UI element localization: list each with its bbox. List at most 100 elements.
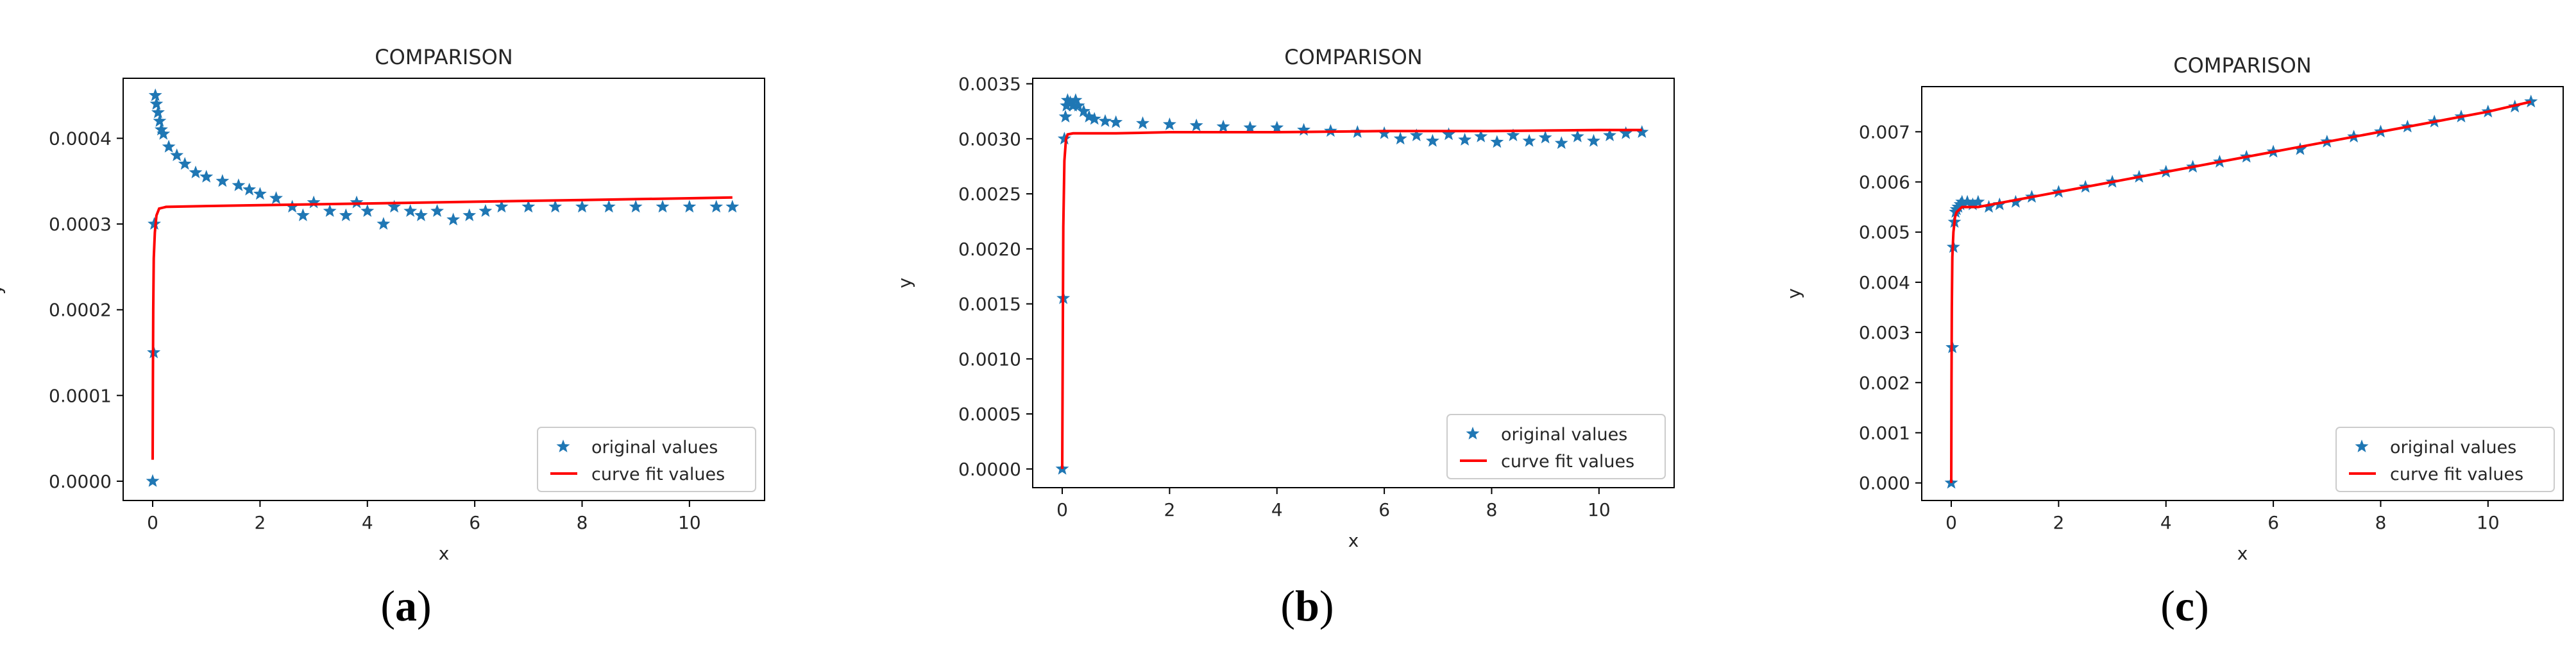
data-point-star (1393, 132, 1407, 145)
curve-fit-line (1950, 100, 2532, 483)
y-tick-label: 0.0003 (49, 214, 112, 235)
chart-1: COMPARISON 0 2 4 6 8 10 0.0000 0.0005 0.0010 0.001… (894, 45, 1675, 551)
data-point-star (323, 204, 337, 217)
data-point-star (157, 126, 171, 140)
legend-label-fit: curve fit values (1501, 452, 1634, 472)
panel-label-c: (c) (2160, 581, 2209, 630)
data-point-star (1060, 98, 1074, 112)
y-axis-label: y (894, 278, 915, 289)
data-point-star (1982, 200, 1996, 213)
data-point-star (253, 187, 267, 200)
data-point-star (1243, 121, 1257, 134)
plot-frame (1032, 78, 1675, 488)
data-point-star (307, 195, 321, 209)
data-point-star (1071, 98, 1085, 112)
data-point-star (162, 139, 176, 153)
data-point-star (446, 212, 461, 226)
data-point-star (629, 200, 643, 213)
legend-star-icon (1466, 427, 1480, 440)
data-point-star (1570, 129, 1584, 142)
data-point-star (1522, 133, 1536, 147)
x-axis-label: x (2237, 543, 2248, 564)
data-point-star (1058, 110, 1072, 123)
chart-title: COMPARISON (375, 45, 513, 69)
data-point-star (377, 217, 391, 230)
legend: original values curve fit values (2335, 427, 2555, 492)
data-point-star (1270, 121, 1284, 134)
x-tick-label: 0 (1945, 512, 1957, 533)
y-tick-label: 0.001 (1859, 422, 1910, 443)
data-point-star (462, 208, 477, 221)
data-point-star (602, 200, 616, 213)
data-point-star (1971, 194, 1985, 208)
legend-box (2335, 427, 2555, 492)
chart-title: COMPARISON (1284, 45, 1422, 69)
data-point-star (153, 114, 167, 127)
y-tick-label: 0.004 (1859, 272, 1910, 293)
data-point-star (155, 123, 168, 136)
plot-frame (1921, 86, 2564, 501)
data-point-star (170, 148, 184, 162)
data-point-star (149, 97, 164, 110)
data-point-star (387, 200, 402, 213)
plot-frame (123, 78, 765, 501)
data-point-star (656, 200, 670, 213)
x-tick-label: 10 (1588, 499, 1611, 520)
data-point-star (1087, 112, 1101, 125)
curve-fit-line (151, 196, 733, 460)
data-point-star (1635, 125, 1649, 138)
y-tick-label: 0.006 (1859, 172, 1910, 193)
x-axis-label: x (439, 543, 450, 564)
data-point-star (1136, 116, 1149, 130)
data-point-star (1082, 110, 1096, 123)
legend-box (1446, 414, 1666, 479)
data-point-star (216, 174, 230, 187)
data-point-star (403, 204, 418, 217)
data-point-star (479, 204, 493, 217)
x-tick-label: 2 (254, 512, 266, 533)
data-point-star (151, 105, 165, 119)
x-tick-label: 4 (362, 512, 373, 533)
data-point-star (146, 474, 160, 487)
legend-star-icon (2355, 440, 2369, 452)
y-tick-label: 0.007 (1859, 121, 1910, 142)
y-tick-label: 0.0004 (49, 128, 112, 150)
data-point-star (725, 200, 740, 213)
y-axis-label: y (1783, 288, 1804, 299)
data-point-star (1603, 128, 1616, 142)
y-tick-label: 0.0000 (49, 471, 112, 492)
data-point-star (269, 191, 283, 204)
data-point-star (1109, 115, 1123, 128)
legend: original values curve fit values (537, 427, 756, 492)
y-axis-label: y (0, 284, 6, 295)
chart-0: COMPARISON 0 2 4 6 8 10 0.0000 0.0001 0.0002 0.000… (0, 45, 765, 564)
x-tick-label: 8 (2375, 512, 2387, 533)
data-point-star (682, 200, 697, 213)
data-point-star (1189, 118, 1203, 132)
data-point-star (148, 88, 162, 101)
data-point-star (1506, 128, 1520, 142)
y-tick-label: 0.005 (1859, 222, 1910, 243)
y-tick-label: 0.0000 (958, 459, 1021, 480)
legend-label-original: original values (591, 438, 718, 458)
data-point-star (1966, 197, 1979, 210)
data-point-star (1409, 128, 1423, 142)
y-tick-label: 0.0015 (958, 294, 1021, 315)
data-point-star (1587, 133, 1600, 147)
data-point-star (189, 166, 203, 178)
data-point-star (414, 208, 428, 221)
data-point-star (1955, 194, 1969, 208)
data-point-star (285, 200, 300, 213)
legend-box (537, 427, 756, 492)
data-point-star (575, 200, 589, 213)
data-point-star (1619, 126, 1633, 139)
data-point-star (1162, 117, 1176, 130)
legend-label-fit: curve fit values (591, 465, 725, 484)
x-tick-label: 0 (1056, 499, 1068, 520)
data-point-star (1490, 135, 1504, 148)
data-point-star (709, 200, 724, 213)
chart-2: COMPARISON 0 2 4 6 8 10 0.000 0.001 0.002 0.003 0.0… (1783, 53, 2564, 564)
data-point-star (1442, 127, 1455, 141)
y-tick-label: 0.0010 (958, 348, 1021, 370)
data-point-star (1426, 133, 1439, 147)
